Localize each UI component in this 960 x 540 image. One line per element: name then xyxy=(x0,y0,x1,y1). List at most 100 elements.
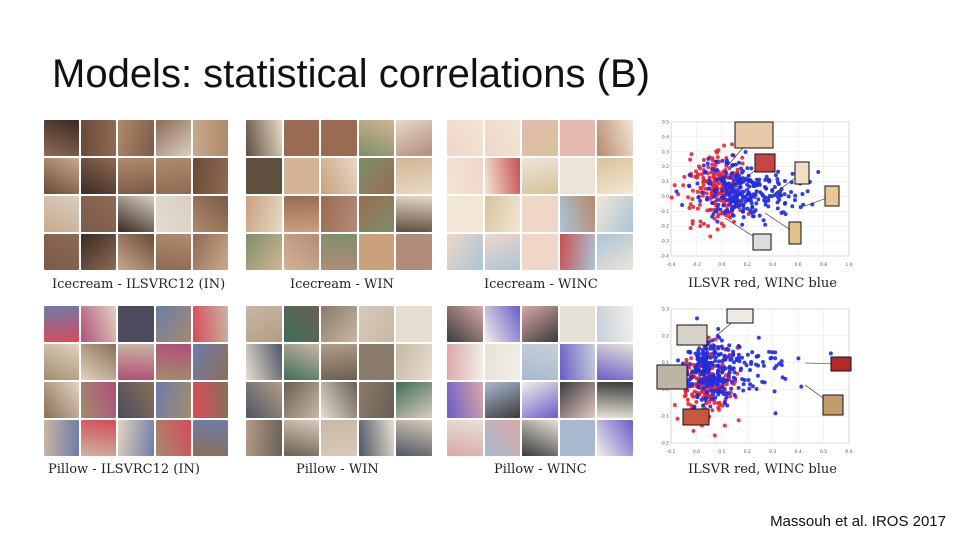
data-point-winc xyxy=(696,384,701,389)
thumbnail-image xyxy=(321,196,357,232)
thumbnail-image xyxy=(484,196,521,232)
data-point-winc xyxy=(704,358,709,363)
y-tick-label: -0.1 xyxy=(660,209,669,215)
data-point-winc xyxy=(749,361,754,366)
callout-thumbnail xyxy=(656,364,688,390)
data-point-ilsvr xyxy=(701,157,706,162)
data-point-ilsvr xyxy=(713,162,718,167)
data-point-ilsvr xyxy=(699,186,704,191)
data-point-ilsvr xyxy=(685,397,690,402)
thumbnail-image xyxy=(358,158,395,194)
data-point-ilsvr xyxy=(691,428,696,433)
data-point-winc xyxy=(704,375,709,380)
data-point-ilsvr xyxy=(694,169,699,174)
data-point-winc xyxy=(720,188,725,193)
data-point-winc xyxy=(782,201,787,206)
data-point-ilsvr xyxy=(687,206,692,211)
image-grid-icecream-ilsvrc xyxy=(44,120,228,270)
data-point-winc xyxy=(702,373,707,378)
thumbnail-image xyxy=(246,420,282,456)
data-point-ilsvr xyxy=(710,162,715,167)
data-point-winc xyxy=(772,389,777,394)
data-point-winc xyxy=(720,370,725,375)
thumbnail-image xyxy=(321,158,357,194)
thumbnail-image xyxy=(396,382,432,418)
x-tick-label: 0.1 xyxy=(718,449,725,455)
data-point-winc xyxy=(732,187,737,192)
data-point-winc xyxy=(749,166,754,171)
data-point-winc xyxy=(746,378,751,383)
data-point-winc xyxy=(702,170,707,175)
citation: Massouh et al. IROS 2017 xyxy=(770,513,946,530)
data-point-winc xyxy=(738,176,743,181)
data-point-ilsvr xyxy=(675,416,680,421)
thumbnail-image xyxy=(559,344,596,380)
thumbnail-image xyxy=(396,306,432,342)
data-point-winc xyxy=(695,316,700,321)
thumbnail-image xyxy=(283,306,320,342)
data-point-winc xyxy=(777,197,782,202)
data-point-ilsvr xyxy=(701,183,706,188)
data-point-winc xyxy=(744,363,749,368)
y-tick-label: 0.2 xyxy=(662,333,669,339)
x-tick-label: 0.8 xyxy=(820,262,827,268)
data-point-winc xyxy=(730,367,735,372)
x-tick-label: 0.0 xyxy=(693,449,700,455)
data-point-winc xyxy=(730,213,735,218)
data-point-winc xyxy=(687,384,692,389)
data-point-winc xyxy=(720,380,725,385)
data-point-winc xyxy=(800,191,805,196)
thumbnail-image xyxy=(447,234,483,270)
image-grid-icecream-winc xyxy=(447,120,633,270)
scatter-caption-pillow: ILSVR red, WINC blue xyxy=(688,462,837,477)
thumbnail-image xyxy=(396,158,432,194)
data-point-winc xyxy=(729,171,734,176)
data-point-winc xyxy=(713,359,718,364)
x-tick-label: 0.4 xyxy=(795,449,802,455)
thumbnail-image xyxy=(192,306,228,342)
data-point-winc xyxy=(731,204,736,209)
data-point-ilsvr xyxy=(710,156,715,161)
x-tick-label: 0.2 xyxy=(744,262,751,268)
data-point-winc xyxy=(816,170,821,175)
thumbnail-image xyxy=(283,382,320,418)
data-point-ilsvr xyxy=(701,221,706,226)
data-point-winc xyxy=(725,161,730,166)
data-point-winc xyxy=(779,362,784,367)
data-point-winc xyxy=(724,395,729,400)
data-point-ilsvr xyxy=(740,161,745,166)
thumbnail-image xyxy=(321,420,357,456)
data-point-winc xyxy=(752,183,757,188)
x-tick-label: 0.4 xyxy=(769,262,776,268)
data-point-winc xyxy=(717,387,722,392)
data-point-winc xyxy=(687,183,692,188)
data-point-winc xyxy=(707,178,712,183)
data-point-winc xyxy=(773,350,778,355)
data-point-winc xyxy=(720,358,725,363)
data-point-winc xyxy=(782,178,787,183)
data-point-winc xyxy=(688,362,693,367)
data-point-winc xyxy=(757,177,762,182)
data-point-winc xyxy=(714,177,719,182)
data-point-winc xyxy=(697,346,702,351)
data-point-winc xyxy=(741,382,746,387)
data-point-winc xyxy=(736,352,741,357)
thumbnail-image xyxy=(522,158,558,194)
data-point-winc xyxy=(711,374,716,379)
x-tick-label: 0.5 xyxy=(820,449,827,455)
thumbnail-image xyxy=(597,196,633,232)
data-point-winc xyxy=(690,382,695,387)
data-point-winc xyxy=(735,193,740,198)
data-point-winc xyxy=(717,374,722,379)
data-point-winc xyxy=(729,379,734,384)
data-point-winc xyxy=(730,153,735,158)
data-point-winc xyxy=(754,189,759,194)
data-point-winc xyxy=(736,343,741,348)
data-point-ilsvr xyxy=(705,208,710,213)
thumbnail-image xyxy=(522,196,558,232)
data-point-winc xyxy=(731,351,736,356)
data-point-winc xyxy=(763,177,768,182)
y-tick-label: 0.0 xyxy=(662,387,669,393)
data-point-ilsvr xyxy=(716,148,721,153)
data-point-winc xyxy=(713,209,718,214)
